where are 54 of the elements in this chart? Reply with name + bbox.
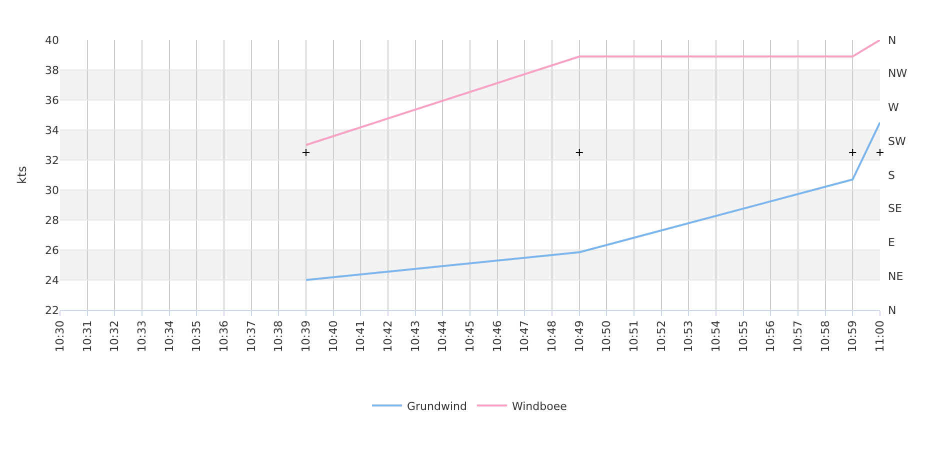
x-tick-label: 10:50 (600, 320, 614, 352)
x-tick-label: 10:55 (736, 320, 750, 352)
x-tick-label: 10:30 (54, 320, 67, 352)
text: NE (888, 270, 904, 283)
x-tick-label: 10:49 (572, 320, 586, 352)
x-tick-label: 10:31 (80, 320, 94, 352)
x-tick-label: 10:54 (710, 320, 723, 352)
y-tick-label: 40 (45, 34, 59, 47)
x-tick-label: 10:33 (136, 320, 149, 352)
x-tick-label: 10:48 (546, 320, 559, 352)
x-tick-label: 10:38 (272, 320, 286, 352)
text: NW (888, 67, 908, 80)
y-tick-label: 26 (45, 244, 59, 257)
text: S (888, 169, 895, 182)
x-tick-label: 10:40 (326, 320, 340, 352)
legend-label: Windboee (512, 400, 568, 413)
y-tick-label: 32 (45, 154, 59, 167)
x-tick-label: 10:46 (490, 320, 504, 352)
text: SW (888, 135, 906, 148)
x-tick-label: 10:51 (628, 320, 641, 352)
y-tick-label: 24 (45, 274, 59, 287)
text: SE (888, 202, 902, 215)
legend-label: Grundwind (407, 400, 467, 413)
text: N (888, 34, 896, 47)
text: N (888, 304, 896, 317)
x-tick-label: 10:41 (354, 320, 368, 352)
x-tick-label: 10:39 (300, 320, 313, 352)
y-tick-label: 30 (45, 184, 59, 197)
x-tick-label: 10:58 (818, 320, 832, 352)
y-tick-label: 36 (45, 94, 59, 107)
x-tick-label: 10:42 (382, 320, 395, 352)
x-tick-label: 10:59 (846, 320, 860, 352)
x-tick-label: 10:44 (436, 320, 450, 352)
line-series (305, 122, 880, 281)
x-tick-label: 10:56 (764, 320, 778, 352)
y-tick-label: 22 (45, 304, 59, 317)
text: E (888, 236, 895, 249)
x-tick-label: 10:52 (654, 320, 668, 352)
x-tick-label: 10:32 (108, 320, 122, 352)
x-tick-label: 10:53 (682, 320, 696, 352)
y-tick-label: 28 (45, 214, 59, 227)
x-tick-label: 10:57 (792, 320, 805, 352)
y-tick-label: 38 (45, 64, 59, 77)
x-tick-label: 11:00 (874, 320, 887, 352)
y-tick-label: 34 (45, 124, 59, 137)
x-tick-label: 10:37 (244, 320, 258, 352)
x-tick-label: 10:36 (218, 320, 231, 352)
x-tick-label: 10:35 (190, 320, 204, 352)
x-tick-label: 10:43 (408, 320, 422, 352)
x-tick-label: 10:34 (162, 320, 176, 352)
x-tick-label: 10:47 (518, 320, 532, 352)
y-axis-title: kts (15, 166, 29, 184)
x-tick-label: 10:45 (464, 320, 477, 352)
text: W (888, 101, 899, 114)
